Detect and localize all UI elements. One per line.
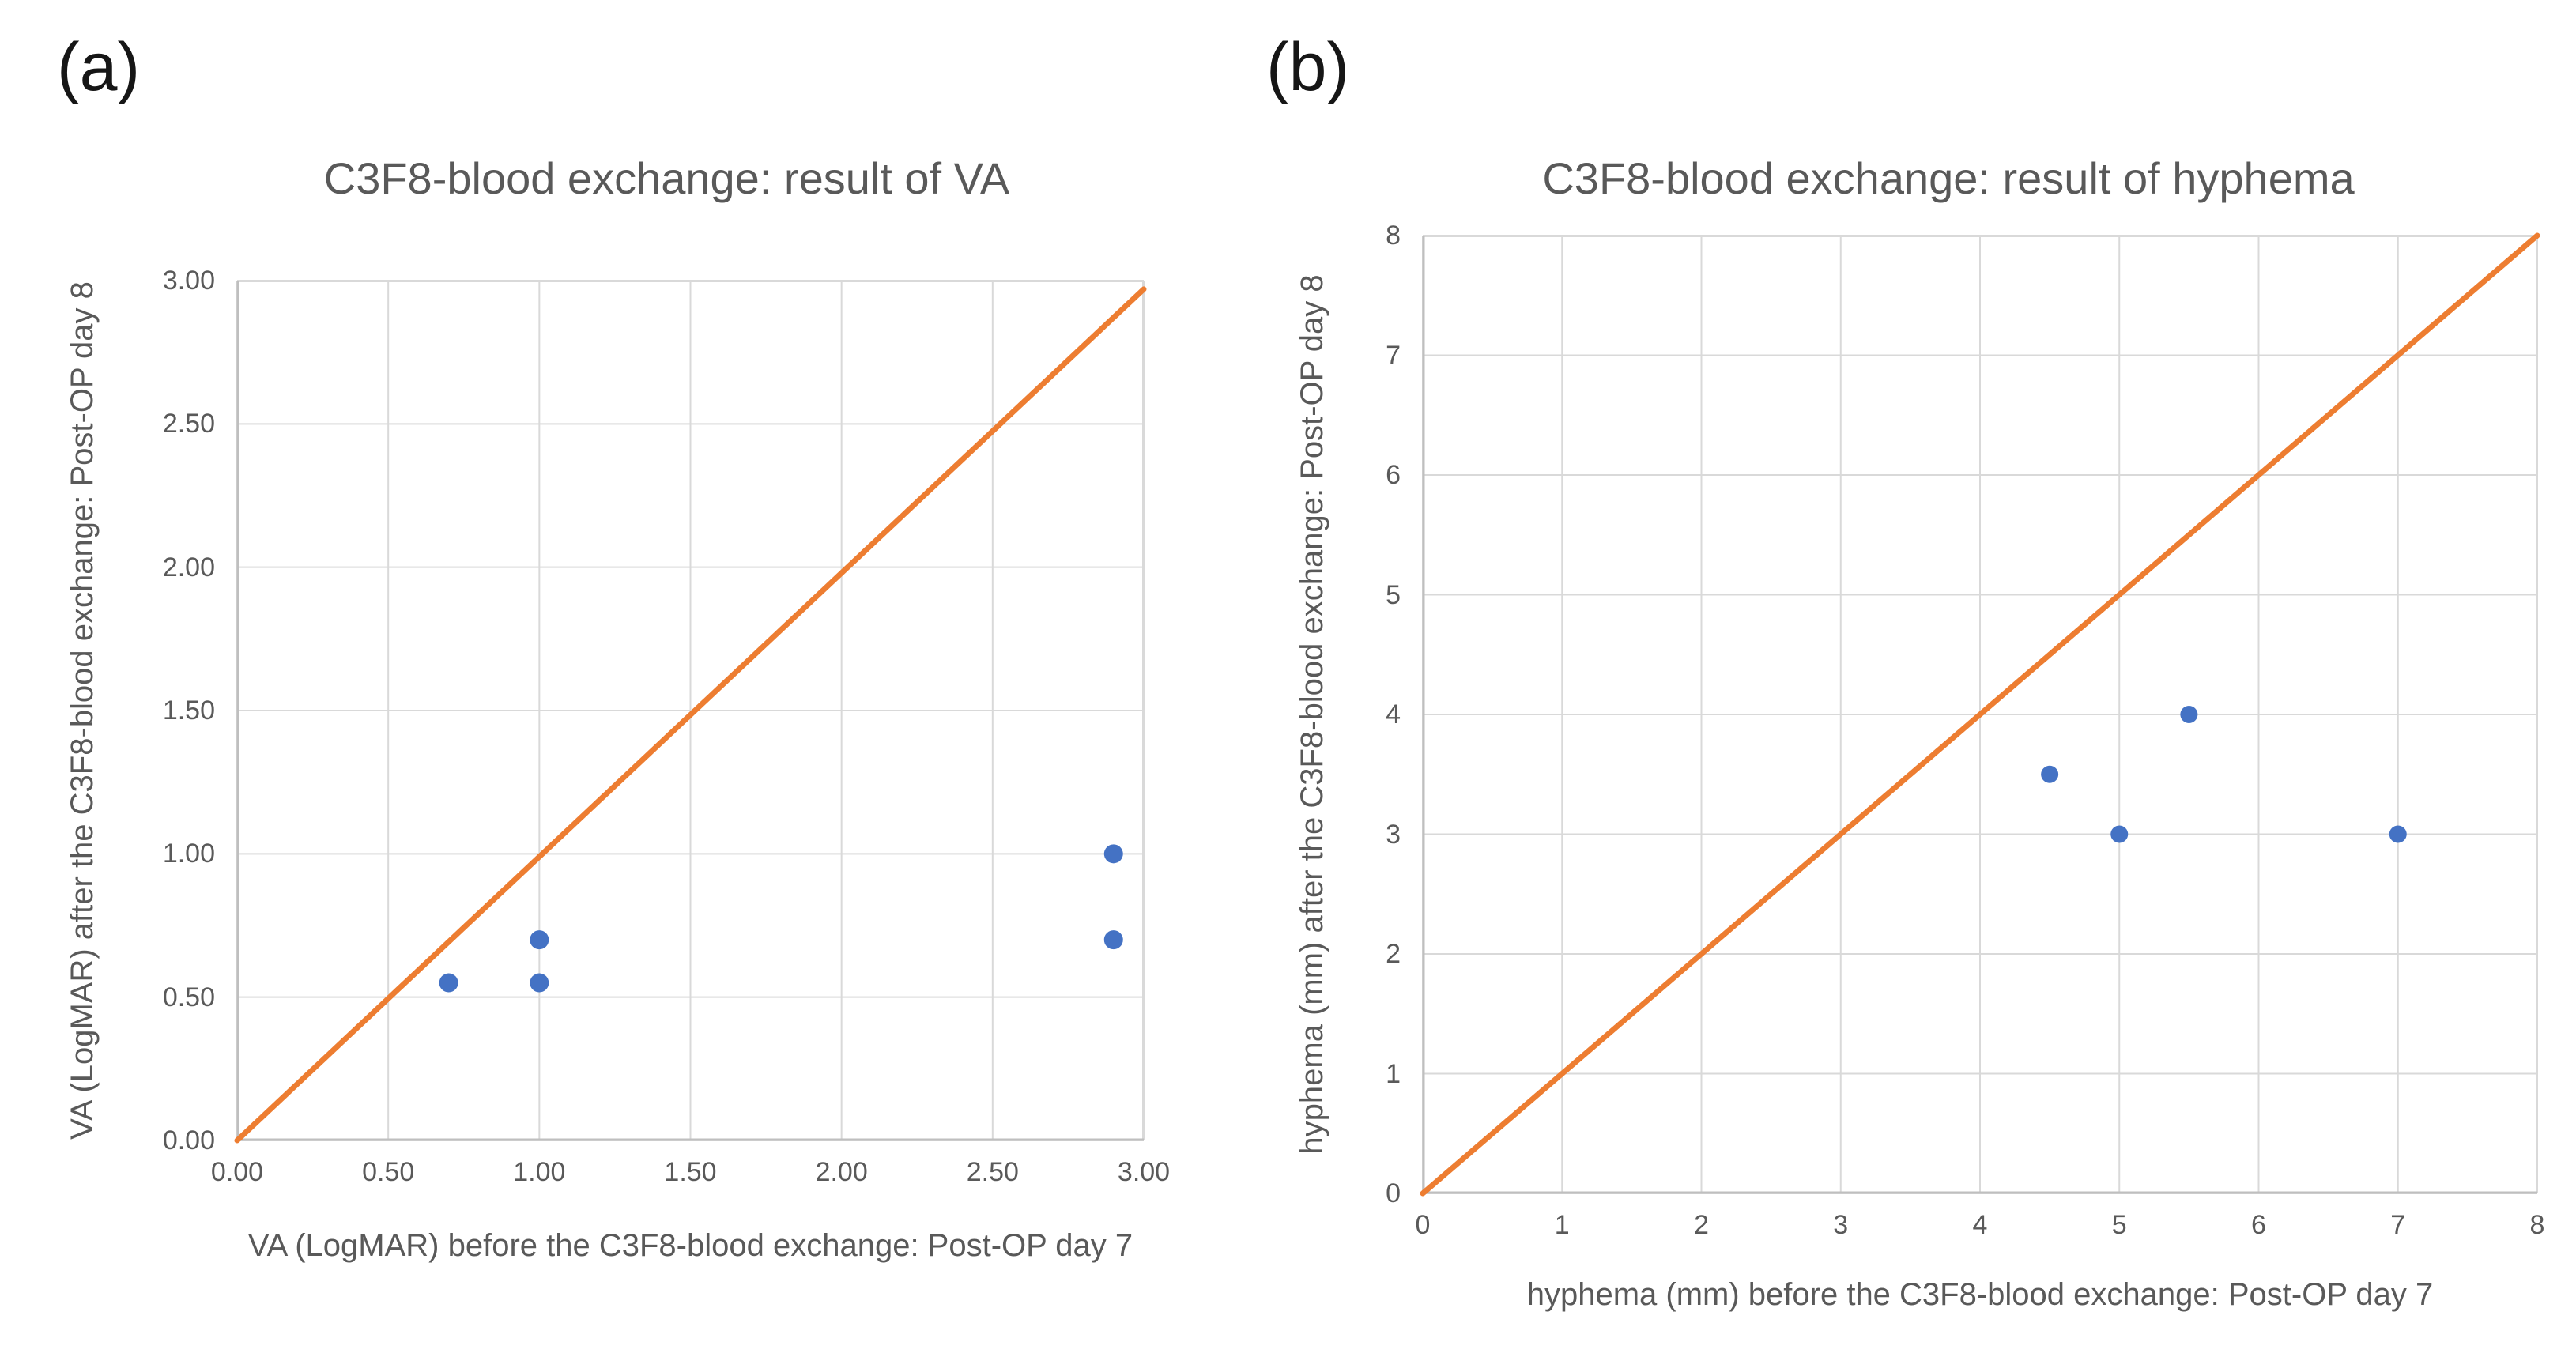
x-tick-label: 0.00: [210, 1157, 264, 1187]
x-tick-label: 1.00: [513, 1157, 566, 1187]
y-tick-label: 1.50: [162, 695, 215, 726]
y-tick-label: 2.50: [162, 409, 215, 439]
x-tick-label: 0: [1415, 1210, 1431, 1240]
y-tick-label: 1.00: [162, 839, 215, 869]
x-tick-label: 2.50: [966, 1157, 1019, 1187]
y-tick-label: 3.00: [162, 266, 215, 296]
y-tick-label: 2: [1386, 939, 1401, 969]
scatter-plot-b: [1420, 232, 2540, 1197]
x-tick-label: 2: [1694, 1210, 1709, 1240]
data-point: [2041, 765, 2059, 783]
chart-b-title: C3F8-blood exchange: result of hyphema: [1542, 153, 2355, 203]
panel-a-label: (a): [57, 29, 141, 105]
x-tick-label: 3.00: [1117, 1157, 1171, 1187]
chart-b-x-axis-title: hyphema (mm) before the C3F8-blood excha…: [1526, 1277, 2434, 1312]
scatter-plot-a: [234, 280, 1147, 1144]
panel-b-label: (b): [1266, 29, 1350, 105]
y-tick-label: 7: [1386, 340, 1401, 371]
x-tick-label: 4: [1972, 1210, 1988, 1240]
data-point: [2389, 825, 2407, 843]
chart-a-x-axis-title: VA (LogMAR) before the C3F8-blood exchan…: [247, 1228, 1133, 1263]
chart-a-title: C3F8-blood exchange: result of VA: [323, 153, 1010, 203]
y-tick-label: 0: [1386, 1178, 1401, 1208]
identity-line: [1420, 232, 2540, 1197]
y-tick-label: 3: [1386, 819, 1401, 850]
data-point: [1103, 930, 1123, 950]
x-tick-label: 1.50: [664, 1157, 717, 1187]
x-tick-label: 8: [2529, 1210, 2545, 1240]
data-point: [530, 973, 549, 993]
x-tick-label: 6: [2251, 1210, 2266, 1240]
data-point: [530, 930, 549, 950]
y-tick-label: 4: [1386, 699, 1401, 729]
x-tick-label: 0.50: [362, 1157, 415, 1187]
x-tick-label: 2.00: [815, 1157, 868, 1187]
x-tick-label: 1: [1554, 1210, 1570, 1240]
chart-a-y-axis-title: VA (LogMAR) after the C3F8-blood exchang…: [65, 281, 100, 1140]
x-tick-label: 7: [2390, 1210, 2406, 1240]
y-tick-label: 0.50: [162, 982, 215, 1012]
y-tick-label: 1: [1386, 1058, 1401, 1089]
data-point: [439, 973, 458, 993]
x-tick-label: 5: [2111, 1210, 2127, 1240]
data-point: [2110, 825, 2129, 843]
identity-line: [234, 286, 1147, 1144]
y-tick-label: 8: [1386, 221, 1401, 251]
y-tick-label: 0.00: [162, 1125, 215, 1155]
y-tick-label: 2.00: [162, 552, 215, 582]
y-tick-label: 5: [1386, 579, 1401, 610]
data-point: [2180, 706, 2198, 723]
y-tick-label: 6: [1386, 460, 1401, 490]
data-point: [1103, 844, 1123, 864]
x-tick-label: 3: [1833, 1210, 1849, 1240]
